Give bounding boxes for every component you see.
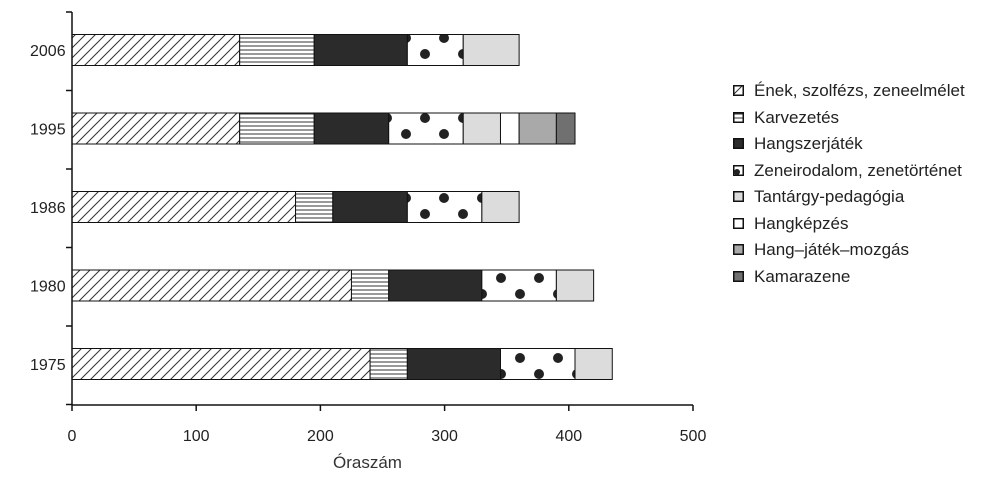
plot-area	[71, 34, 613, 380]
legend-item-hangkepzes: Hangképzés	[733, 213, 1005, 235]
legend-item-zeneirodalom-zenetortenet: Zeneirodalom, zenetörténet	[733, 160, 1005, 182]
legend-label: Hangképzés	[754, 213, 849, 233]
legend-item-kamarazene: Kamarazene	[733, 266, 1005, 288]
legend-swatch	[733, 164, 744, 176]
bar-1986-enek-szolfezs-zeneelmelet	[71, 191, 297, 223]
bar-1995-hang-jatek-mozgas	[518, 112, 557, 145]
legend-item-tantargy-pedagogia: Tantárgy-pedagógia	[733, 186, 1005, 208]
x-axis-title: Óraszám	[333, 453, 402, 472]
y-tick-label: 1980	[30, 279, 66, 296]
bar-1995-karvezetes	[239, 112, 315, 145]
legend-swatch	[733, 138, 744, 149]
stacked-bar-chart: 2006 1995 1986 1980 1975 0 100 200 300 400 500 Óra…	[30, 11, 707, 472]
bar-1975-hangszerjatek	[406, 348, 501, 380]
legend-item-enek-szolfezs-zeneelmelet: Ének, szolfézs, zeneelmélet	[733, 80, 1005, 102]
legend-label: Zeneirodalom, zenetörténet	[754, 160, 962, 180]
bar-1995-kamarazene	[555, 112, 576, 145]
legend-swatch	[733, 217, 744, 229]
bar-1995-hangszerjatek	[313, 112, 390, 145]
legend-label: Ének, szolfézs, zeneelmélet	[754, 81, 965, 100]
bar-1980-zeneirodalom-zenetortenet	[481, 269, 557, 302]
x-tick-label: 400	[555, 428, 582, 445]
y-tick-label: 1986	[30, 200, 66, 217]
bar-1975-karvezetes	[369, 348, 408, 380]
x-tick-label: 0	[68, 428, 77, 445]
bar-2006-hangszerjatek	[313, 34, 408, 66]
bar-1975-tantargy-pedagogia	[574, 348, 613, 380]
bar-1980-tantargy-pedagogia	[555, 269, 595, 302]
bar-1995-hangkepzes	[499, 112, 520, 145]
x-tick-label: 500	[680, 428, 707, 445]
bar-1986-zeneirodalom-zenetortenet	[406, 191, 483, 223]
bar-2006-enek-szolfezs-zeneelmelet	[71, 34, 241, 66]
bar-1980-enek-szolfezs-zeneelmelet	[71, 269, 352, 302]
legend-item-hangszerjatek: Hangszerjáték	[733, 133, 1005, 155]
y-tick-label: 2006	[30, 43, 66, 60]
bar-1980-karvezetes	[350, 269, 390, 302]
x-tick-label: 200	[307, 428, 334, 445]
legend-label: Hang–játék–mozgás	[754, 240, 909, 259]
bar-1995-zeneirodalom-zenetortenet	[388, 112, 464, 145]
legend-item-hang-jatek-mozgas: Hang–játék–mozgás	[733, 239, 1005, 261]
y-tick-label: 1995	[30, 122, 66, 139]
legend-label: Hangszerjáték	[754, 134, 863, 153]
legend-label: Karvezetés	[754, 107, 840, 127]
legend-swatch	[733, 85, 744, 96]
x-tick-label: 100	[183, 428, 210, 445]
legend: Ének, szolfézs, zeneelmélet Karvezetés Han…	[733, 80, 1005, 292]
legend-swatch	[733, 270, 744, 282]
bar-1986-hangszerjatek	[332, 191, 408, 223]
y-tick-label: 1975	[30, 357, 66, 374]
legend-swatch	[733, 111, 744, 123]
bar-2006-zeneirodalom-zenetortenet	[406, 34, 464, 66]
legend-swatch	[733, 191, 744, 202]
bar-1986-tantargy-pedagogia	[481, 191, 520, 223]
x-tick-label: 300	[431, 428, 458, 445]
bar-1980-hangszerjatek	[388, 269, 483, 302]
bar-1975-zeneirodalom-zenetortenet	[499, 348, 576, 380]
legend-label: Tantárgy-pedagógia	[754, 187, 905, 206]
bar-1975-enek-szolfezs-zeneelmelet	[71, 348, 371, 380]
bar-1995-enek-szolfezs-zeneelmelet	[71, 112, 241, 145]
legend-item-karvezetes: Karvezetés	[733, 107, 1005, 129]
axes: 2006 1995 1986 1980 1975 0 100 200 300 400 500	[30, 11, 707, 445]
legend-label: Kamarazene	[754, 266, 851, 286]
bar-1995-tantargy-pedagogia	[462, 112, 501, 145]
legend-swatch	[733, 244, 744, 255]
bar-2006-tantargy-pedagogia	[462, 34, 520, 66]
bar-1986-karvezetes	[295, 191, 334, 223]
bar-2006-karvezetes	[239, 34, 315, 66]
